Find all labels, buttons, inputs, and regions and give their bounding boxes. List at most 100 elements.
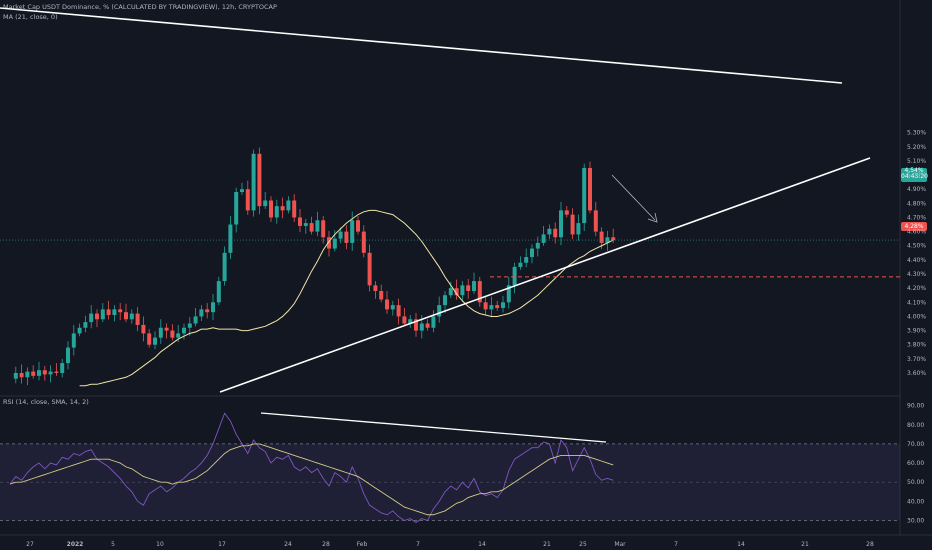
time-tick-label: 21 bbox=[801, 541, 809, 548]
candle-body bbox=[222, 252, 227, 282]
rsi-tick-label: 60.00 bbox=[907, 460, 924, 467]
level-price-badge: 4.28% bbox=[901, 222, 927, 231]
candle-body bbox=[535, 242, 540, 249]
candle-body bbox=[599, 231, 604, 243]
candle-body bbox=[396, 305, 401, 317]
price-tick-label: 3.60% bbox=[907, 370, 926, 377]
candle-body bbox=[576, 223, 581, 235]
time-tick-label: 27 bbox=[26, 541, 34, 548]
candle-body bbox=[234, 192, 239, 225]
candle-body bbox=[547, 228, 552, 235]
candle-body bbox=[373, 285, 378, 291]
candle-body bbox=[164, 327, 169, 331]
candle-body bbox=[443, 295, 447, 306]
time-tick-label: 10 bbox=[156, 541, 164, 548]
price-tick-label: 4.30% bbox=[907, 271, 926, 278]
candle-body bbox=[205, 309, 210, 313]
price-tick-label: 5.30% bbox=[907, 130, 926, 137]
candle-body bbox=[454, 288, 459, 296]
candle-body bbox=[274, 206, 279, 218]
candle-body bbox=[327, 237, 331, 249]
price-tick-label: 5.10% bbox=[907, 158, 926, 165]
candle-body bbox=[506, 285, 511, 303]
rsi-tick-label: 30.00 bbox=[907, 518, 924, 525]
time-tick-label: Mar bbox=[614, 541, 626, 548]
candle-body bbox=[518, 262, 523, 267]
candle-body bbox=[13, 373, 18, 379]
price-tick-label: 4.90% bbox=[907, 186, 926, 193]
rsi-line bbox=[9, 412, 614, 523]
candle-body bbox=[66, 347, 70, 364]
candle-body bbox=[460, 285, 465, 296]
rsi-ma-line bbox=[9, 443, 614, 516]
candle-body bbox=[89, 313, 94, 323]
candle-body bbox=[367, 252, 372, 286]
current-price-value: 4.54% bbox=[904, 167, 924, 174]
bar-countdown: 04:43:20 bbox=[901, 173, 928, 180]
time-tick-label: 2022 bbox=[67, 541, 84, 548]
candle-body bbox=[332, 238, 337, 249]
candle-body bbox=[54, 371, 59, 373]
candle-body bbox=[303, 223, 308, 226]
time-tick-label: 28 bbox=[866, 541, 874, 548]
candle-body bbox=[129, 313, 134, 320]
candle-body bbox=[605, 237, 610, 243]
candle-body bbox=[228, 224, 233, 253]
candle-body bbox=[466, 285, 471, 291]
candle-body bbox=[292, 200, 297, 218]
candle-body bbox=[321, 220, 326, 238]
candle-body bbox=[251, 153, 256, 211]
candle-body bbox=[379, 290, 384, 300]
candle-body bbox=[263, 200, 268, 207]
candle-body bbox=[298, 217, 302, 226]
candle-body bbox=[240, 189, 244, 193]
candle-body bbox=[118, 309, 123, 313]
candle-body bbox=[344, 231, 349, 243]
price-tick-label: 5.20% bbox=[907, 144, 926, 151]
price-tick-label: 4.50% bbox=[907, 243, 926, 250]
projection-arrowhead bbox=[647, 212, 658, 223]
rsi-tick-label: 40.00 bbox=[907, 498, 924, 505]
candle-body bbox=[448, 288, 453, 296]
candle-body bbox=[100, 309, 105, 320]
candle-body bbox=[170, 330, 175, 338]
candle-body bbox=[280, 206, 285, 211]
rsi-divergence-line bbox=[260, 412, 607, 443]
candle-body bbox=[83, 322, 88, 328]
candle-body bbox=[309, 223, 314, 232]
ma-indicator-label: MA (21, close, 0) bbox=[3, 13, 58, 21]
candle-body bbox=[42, 370, 47, 375]
candle-body bbox=[570, 214, 575, 235]
candle-body bbox=[489, 305, 494, 310]
candle-body bbox=[483, 302, 488, 310]
candle-body bbox=[338, 231, 343, 239]
candle-body bbox=[31, 371, 36, 376]
price-tick-label: 3.90% bbox=[907, 328, 926, 335]
candle-body bbox=[135, 313, 140, 325]
candle-body bbox=[112, 309, 117, 316]
candle-body bbox=[541, 234, 546, 243]
candle-body bbox=[71, 333, 76, 348]
candle-body bbox=[216, 281, 221, 303]
candle-body bbox=[431, 316, 436, 328]
time-tick-label: 7 bbox=[416, 541, 420, 548]
candle-body bbox=[60, 363, 65, 373]
candle-body bbox=[19, 373, 24, 378]
candle-body bbox=[495, 305, 500, 308]
ascending-trendline bbox=[219, 157, 871, 393]
candle-body bbox=[437, 305, 442, 317]
chart-title: Market Cap USDT Dominance, % (CALCULATED… bbox=[3, 3, 277, 11]
candle-body bbox=[158, 327, 163, 338]
time-tick-label: 17 bbox=[218, 541, 226, 548]
time-tick-label: 21 bbox=[543, 541, 551, 548]
candle-body bbox=[419, 323, 424, 331]
candle-body bbox=[477, 281, 482, 303]
price-tick-label: 4.60% bbox=[907, 229, 926, 236]
candle-body bbox=[530, 248, 534, 258]
candle-body bbox=[361, 231, 366, 253]
candle-body bbox=[257, 153, 262, 207]
candle-body bbox=[385, 299, 389, 310]
price-tick-label: 3.70% bbox=[907, 356, 926, 363]
candle-body bbox=[414, 319, 418, 331]
